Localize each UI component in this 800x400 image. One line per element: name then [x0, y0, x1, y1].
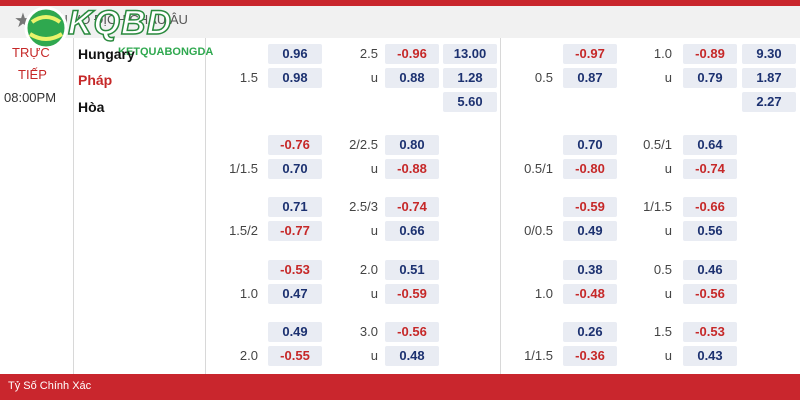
- handicap-line: 1.5/2: [229, 223, 258, 238]
- handicap-line: u: [370, 286, 378, 301]
- odds-value[interactable]: -0.74: [385, 197, 439, 217]
- header-bar: [0, 0, 800, 38]
- handicap-line: 1/1.5: [524, 348, 553, 363]
- odds-value[interactable]: -0.97: [563, 44, 617, 64]
- handicap-line: 0/0.5: [524, 223, 553, 238]
- odds-value[interactable]: -0.59: [385, 284, 439, 304]
- league-title: GIẢI VÔ ĐỊCH CHÂU ÂU: [42, 12, 188, 27]
- odds-value[interactable]: 0.48: [385, 346, 439, 366]
- handicap-line: 1.5: [239, 70, 258, 85]
- odds-value[interactable]: 0.79: [683, 68, 737, 88]
- odds-value[interactable]: -0.53: [268, 260, 322, 280]
- handicap-line: 0.5: [653, 262, 672, 277]
- column-divider: [73, 38, 74, 374]
- odds-value[interactable]: 1.87: [742, 68, 796, 88]
- handicap-line: 1.5: [653, 324, 672, 339]
- odds-value[interactable]: 0.46: [683, 260, 737, 280]
- handicap-line: 1.0: [653, 46, 672, 61]
- odds-value[interactable]: 0.96: [268, 44, 322, 64]
- logo-ball: [24, 6, 68, 50]
- odds-value[interactable]: -0.89: [683, 44, 737, 64]
- odds-value[interactable]: -0.48: [563, 284, 617, 304]
- odds-value[interactable]: 0.56: [683, 221, 737, 241]
- handicap-line: u: [664, 223, 672, 238]
- odds-value[interactable]: -0.96: [385, 44, 439, 64]
- handicap-line: u: [370, 161, 378, 176]
- odds-value[interactable]: 0.26: [563, 322, 617, 342]
- match-time: 08:00PM: [4, 90, 57, 105]
- odds-value[interactable]: 2.27: [742, 92, 796, 112]
- odds-value[interactable]: 0.49: [268, 322, 322, 342]
- draw-label: Hòa: [78, 99, 105, 115]
- odds-value[interactable]: -0.53: [683, 322, 737, 342]
- odds-value[interactable]: -0.88: [385, 159, 439, 179]
- odds-value[interactable]: 0.66: [385, 221, 439, 241]
- handicap-line: u: [664, 286, 672, 301]
- handicap-line: u: [370, 70, 378, 85]
- odds-value[interactable]: 0.80: [385, 135, 439, 155]
- handicap-line: u: [664, 70, 672, 85]
- odds-value[interactable]: 0.49: [563, 221, 617, 241]
- odds-value[interactable]: -0.56: [683, 284, 737, 304]
- handicap-line: 2/2.5: [349, 137, 378, 152]
- handicap-line: 0.5: [534, 70, 553, 85]
- odds-value[interactable]: -0.76: [268, 135, 322, 155]
- odds-value[interactable]: 0.43: [683, 346, 737, 366]
- odds-value[interactable]: 0.51: [385, 260, 439, 280]
- odds-value[interactable]: -0.80: [563, 159, 617, 179]
- odds-value[interactable]: -0.36: [563, 346, 617, 366]
- odds-value[interactable]: 0.87: [563, 68, 617, 88]
- handicap-line: 2.5/3: [349, 199, 378, 214]
- handicap-line: u: [370, 223, 378, 238]
- odds-value[interactable]: 9.30: [742, 44, 796, 64]
- column-divider: [205, 38, 206, 374]
- odds-value[interactable]: -0.59: [563, 197, 617, 217]
- odds-value[interactable]: -0.56: [385, 322, 439, 342]
- odds-value[interactable]: 0.64: [683, 135, 737, 155]
- footer-bar: [0, 374, 800, 400]
- handicap-line: 0.5/1: [643, 137, 672, 152]
- odds-value[interactable]: -0.55: [268, 346, 322, 366]
- handicap-line: 2.0: [239, 348, 258, 363]
- handicap-line: 1.0: [534, 286, 553, 301]
- handicap-line: u: [370, 348, 378, 363]
- handicap-line: 1/1.5: [643, 199, 672, 214]
- live-status: TRỰC: [12, 45, 50, 60]
- logo-text: KQBD: [67, 3, 173, 43]
- odds-value[interactable]: 0.88: [385, 68, 439, 88]
- handicap-line: 1/1.5: [229, 161, 258, 176]
- odds-value[interactable]: 0.70: [563, 135, 617, 155]
- odds-value[interactable]: -0.74: [683, 159, 737, 179]
- handicap-line: 3.0: [359, 324, 378, 339]
- handicap-line: u: [664, 348, 672, 363]
- live-status: TIẾP: [18, 67, 47, 82]
- handicap-line: 2.0: [359, 262, 378, 277]
- odds-value[interactable]: 0.47: [268, 284, 322, 304]
- odds-value[interactable]: 0.70: [268, 159, 322, 179]
- odds-value[interactable]: 1.28: [443, 68, 497, 88]
- odds-value[interactable]: 13.00: [443, 44, 497, 64]
- handicap-line: u: [664, 161, 672, 176]
- odds-value[interactable]: -0.66: [683, 197, 737, 217]
- handicap-line: 1.0: [239, 286, 258, 301]
- handicap-line: 0.5/1: [524, 161, 553, 176]
- odds-value[interactable]: 0.71: [268, 197, 322, 217]
- odds-value[interactable]: 0.98: [268, 68, 322, 88]
- odds-value[interactable]: 0.38: [563, 260, 617, 280]
- away-team[interactable]: Pháp: [78, 72, 113, 88]
- handicap-line: 2.5: [359, 46, 378, 61]
- odds-value[interactable]: -0.77: [268, 221, 322, 241]
- column-divider: [500, 38, 501, 374]
- footer-label[interactable]: Tỷ Số Chính Xác: [8, 380, 92, 392]
- home-team[interactable]: Hungary: [78, 46, 135, 62]
- logo-subtext: KETQUABONGDA: [118, 46, 214, 58]
- odds-value[interactable]: 5.60: [443, 92, 497, 112]
